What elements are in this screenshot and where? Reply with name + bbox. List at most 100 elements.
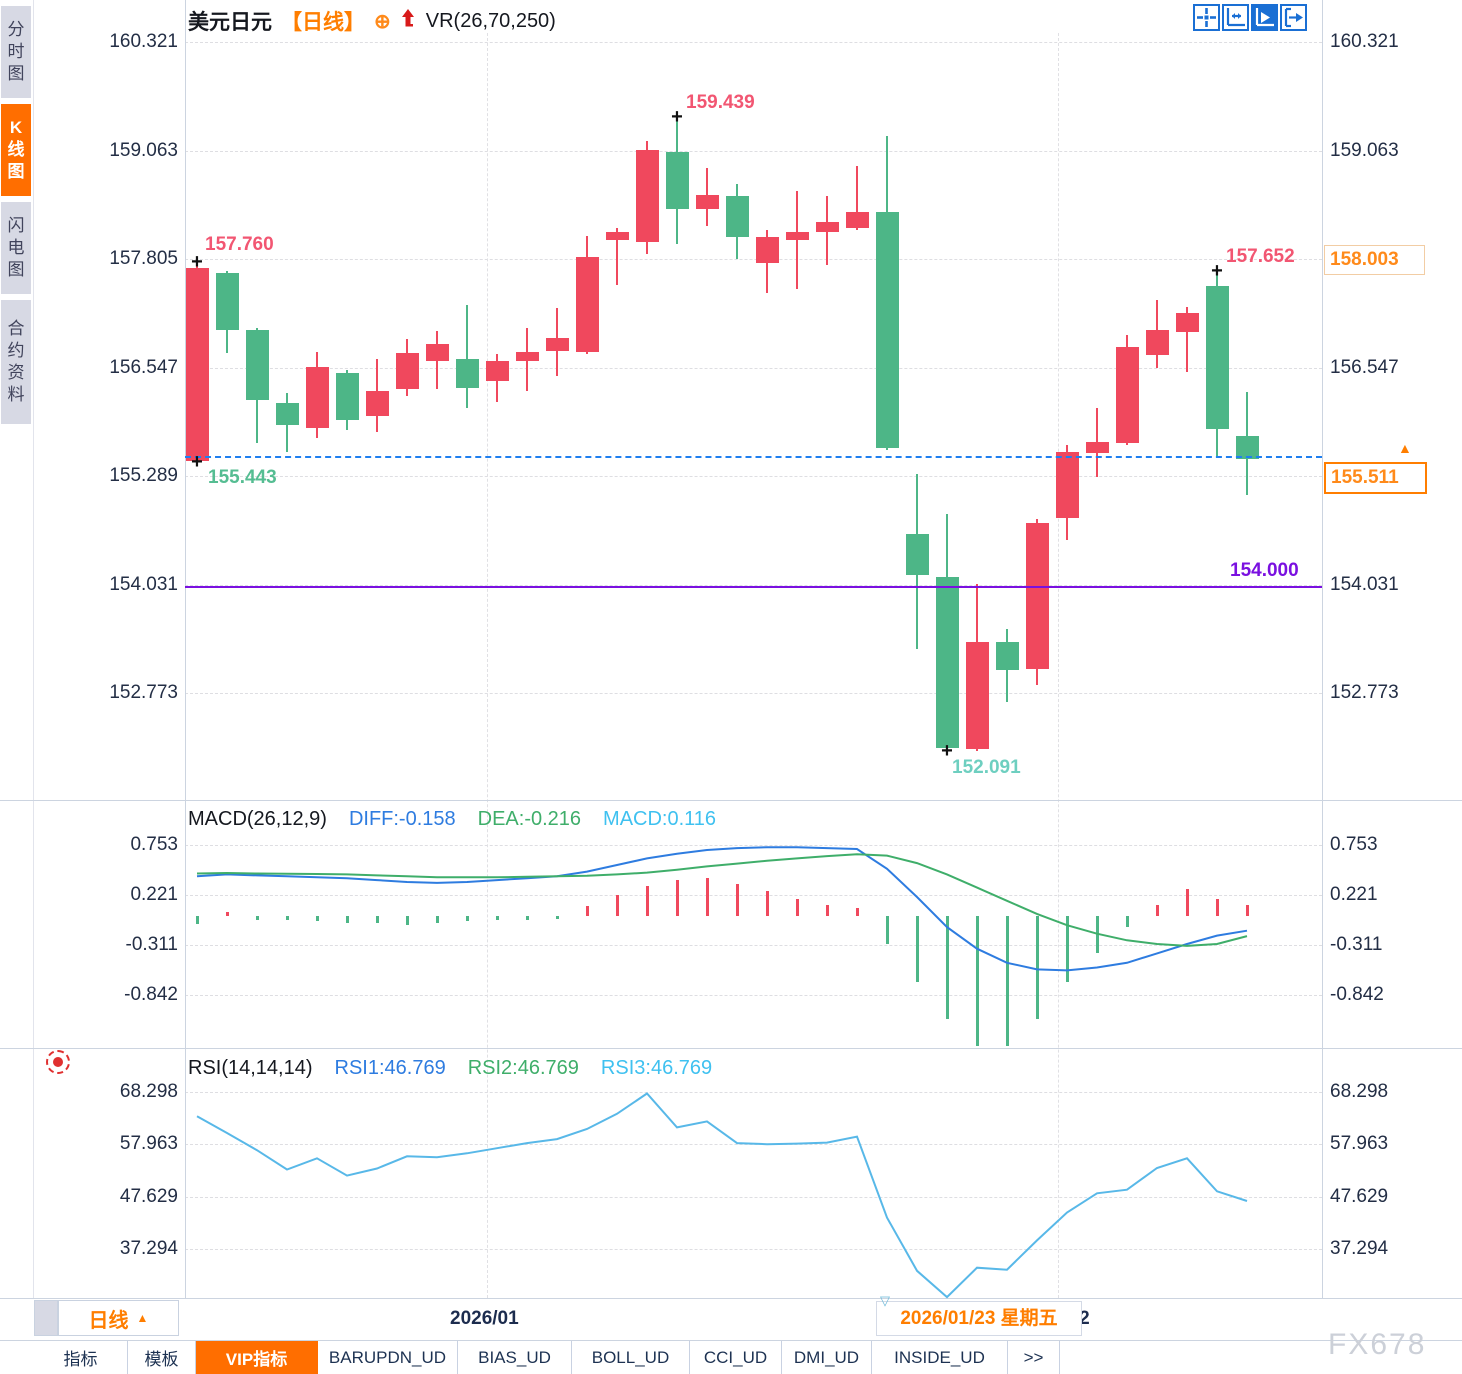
candle: [366, 390, 389, 417]
axis-tick-label: 0.221: [1330, 884, 1378, 906]
candle: [1146, 330, 1169, 356]
candle-wick: [796, 191, 798, 289]
axis-tick-label: 160.321: [1330, 31, 1399, 52]
indicator-label: VR(26,70,250): [425, 9, 556, 32]
candle: [186, 268, 209, 462]
candle: [546, 337, 569, 351]
macd-histogram-bar: [1126, 915, 1129, 928]
gridline: [185, 693, 1322, 694]
sidebar-tab-1[interactable]: 分时图: [1, 6, 31, 98]
candle: [696, 194, 719, 209]
candle: [426, 343, 449, 362]
axis-tick-label: 68.298: [1330, 1081, 1389, 1102]
candle: [1176, 312, 1199, 332]
candle: [336, 373, 359, 420]
candle: [876, 211, 899, 449]
pan-right-icon[interactable]: [1280, 4, 1307, 31]
price-annotation: 152.091: [952, 757, 1021, 778]
axis-tick-label: 152.773: [109, 682, 178, 703]
candle: [306, 367, 329, 428]
bottom-tab-3[interactable]: VIP指标: [196, 1341, 318, 1374]
macd-histogram-bar: [346, 915, 349, 924]
candle: [606, 231, 629, 240]
axis-scale-icon[interactable]: [1222, 4, 1249, 31]
panel-separator: [0, 800, 1462, 801]
rsi2-value: RSI2:46.769: [467, 1057, 579, 1079]
macd-histogram-bar: [1186, 889, 1189, 916]
bottom-tab-7[interactable]: CCI_UD: [690, 1341, 782, 1374]
macd-histogram-bar: [496, 915, 499, 921]
candle: [396, 352, 419, 389]
price-annotation: 157.760: [205, 234, 274, 255]
candle: [636, 149, 659, 243]
period-tag: 【日线】: [281, 11, 365, 34]
candle: [756, 237, 779, 263]
candle: [846, 211, 869, 228]
axis-tick-label: 37.294: [1330, 1238, 1389, 1259]
candle: [966, 641, 989, 750]
axis-tick-label: 159.063: [1330, 139, 1399, 161]
macd-histogram-bar: [526, 915, 529, 920]
macd-histogram-bar: [406, 915, 409, 926]
panel-separator: [0, 1340, 1462, 1341]
macd-macd-value: MACD:0.116: [603, 808, 717, 830]
bottom-tab-10[interactable]: >>: [1008, 1341, 1060, 1374]
axis-tick-label: 57.963: [119, 1133, 178, 1155]
macd-dea-line: [196, 853, 1248, 947]
axis-tick-label: 159.063: [109, 139, 178, 161]
macd-histogram-bar: [916, 915, 919, 982]
candle: [486, 361, 509, 382]
bottom-tab-8[interactable]: DMI_UD: [782, 1341, 872, 1374]
candle-wick: [466, 305, 468, 408]
price-annotation: 159.439: [686, 92, 755, 113]
macd-diff-line: [196, 846, 1248, 972]
gridline: [185, 895, 1322, 897]
macd-histogram-bar: [1066, 915, 1069, 982]
panel-border-right: [1322, 0, 1323, 1298]
auto-fit-icon[interactable]: [1251, 4, 1278, 31]
macd-histogram-bar: [1096, 915, 1099, 954]
macd-histogram-bar: [1216, 898, 1219, 916]
gridline: [185, 845, 1322, 846]
panel-separator: [0, 1298, 1462, 1299]
sidebar-tab-3[interactable]: 闪电图: [1, 202, 31, 294]
macd-histogram-bar: [466, 915, 469, 922]
watermark: FX678: [1328, 1328, 1427, 1361]
crosshair-move-icon[interactable]: [1193, 4, 1220, 31]
macd-histogram-bar: [616, 895, 619, 916]
bottom-tab-5[interactable]: BIAS_UD: [458, 1341, 572, 1374]
macd-histogram-bar: [886, 915, 889, 944]
axis-tick-label: 0.753: [130, 834, 178, 855]
macd-histogram-bar: [1036, 915, 1039, 1020]
gridline: [185, 259, 1322, 260]
selected-date-tooltip: 2026/01/23 星期五: [876, 1301, 1082, 1336]
macd-histogram-bar: [196, 915, 199, 925]
compare-add-icon[interactable]: ⊕: [374, 10, 391, 33]
gridline: [185, 367, 1322, 369]
axis-tick-label: 160.321: [109, 31, 178, 52]
bottom-tab-4[interactable]: BARUPDN_UD: [318, 1341, 458, 1374]
candle: [906, 533, 929, 576]
price-annotation: 157.652: [1226, 246, 1295, 267]
hot-indicator-icon[interactable]: [46, 1050, 70, 1074]
candle: [246, 330, 269, 401]
period-selector-button[interactable]: 日线 ▲: [58, 1300, 179, 1336]
macd-histogram-bar: [766, 891, 769, 916]
bottom-tab-1[interactable]: 指标: [34, 1341, 128, 1374]
macd-histogram-bar: [1156, 904, 1159, 916]
bottom-tab-6[interactable]: BOLL_UD: [572, 1341, 690, 1374]
current-price-line: [185, 455, 1322, 458]
candle: [1086, 442, 1109, 454]
axis-tick-label: 57.963: [1330, 1133, 1389, 1155]
bottom-tab-9[interactable]: INSIDE_UD: [872, 1341, 1008, 1374]
macd-histogram-bar: [706, 878, 709, 916]
candle: [276, 403, 299, 426]
gridline: [185, 1092, 1322, 1093]
candle-wick: [616, 228, 618, 286]
bottom-tab-2[interactable]: 模板: [128, 1341, 196, 1374]
ref-price-tag: 158.003: [1324, 245, 1425, 275]
sidebar-tab-4[interactable]: 合约资料: [1, 300, 31, 424]
axis-tick-label: 156.547: [109, 356, 178, 378]
candle: [516, 351, 539, 362]
